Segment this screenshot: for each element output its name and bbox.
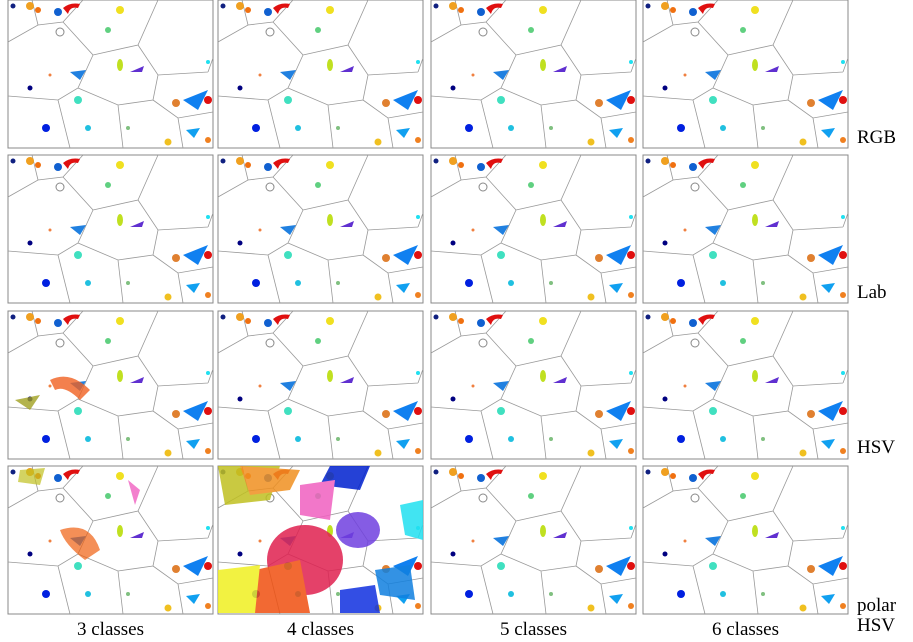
row-lab [8, 155, 848, 303]
row-hsv [8, 311, 848, 459]
column-label: 4 classes [218, 620, 423, 640]
figure: RGB Lab HSV polar HSV 3 classes 4 classe… [0, 0, 913, 642]
column-label: 6 classes [643, 620, 848, 640]
row-label: RGB [857, 128, 909, 148]
row-label: polar HSV [857, 596, 909, 636]
row-label: Lab [857, 283, 909, 303]
row-polar-hsv [8, 466, 848, 614]
column-label: 3 classes [8, 620, 213, 640]
row-rgb [8, 0, 848, 148]
panel-grid [0, 0, 913, 620]
row-label: HSV [857, 438, 909, 458]
column-label: 5 classes [431, 620, 636, 640]
